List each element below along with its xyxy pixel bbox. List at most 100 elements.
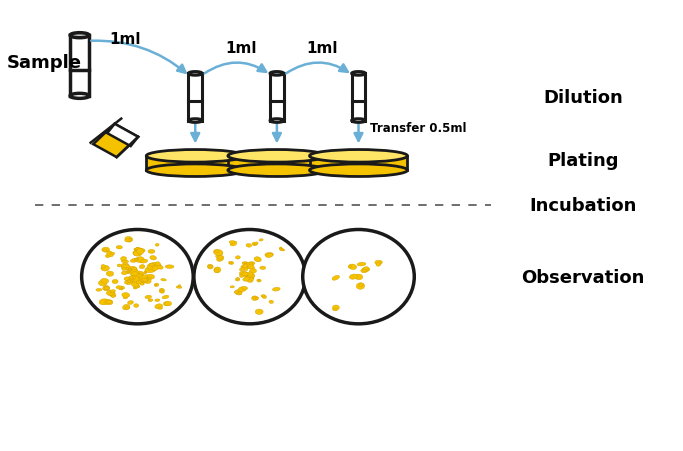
Ellipse shape xyxy=(99,299,109,305)
Ellipse shape xyxy=(136,274,143,278)
Ellipse shape xyxy=(248,274,255,278)
Ellipse shape xyxy=(125,307,130,309)
Ellipse shape xyxy=(137,278,141,283)
Ellipse shape xyxy=(133,269,137,272)
Ellipse shape xyxy=(239,268,245,271)
Ellipse shape xyxy=(137,249,143,255)
Ellipse shape xyxy=(136,248,143,253)
Ellipse shape xyxy=(214,269,219,273)
Ellipse shape xyxy=(214,250,219,253)
Ellipse shape xyxy=(151,264,156,267)
Ellipse shape xyxy=(116,286,122,290)
Text: 1ml: 1ml xyxy=(225,41,257,56)
Ellipse shape xyxy=(124,277,129,281)
Ellipse shape xyxy=(146,150,245,163)
Ellipse shape xyxy=(357,283,365,290)
Bar xyxy=(189,74,202,121)
Ellipse shape xyxy=(155,262,161,266)
Ellipse shape xyxy=(249,276,253,279)
Ellipse shape xyxy=(244,262,247,264)
Ellipse shape xyxy=(136,281,141,284)
Ellipse shape xyxy=(160,290,165,292)
Ellipse shape xyxy=(214,267,221,273)
Ellipse shape xyxy=(352,120,365,123)
Ellipse shape xyxy=(126,271,129,273)
Ellipse shape xyxy=(189,120,202,123)
Ellipse shape xyxy=(269,300,273,304)
Ellipse shape xyxy=(134,272,143,278)
Ellipse shape xyxy=(96,289,102,291)
Ellipse shape xyxy=(230,241,237,246)
Ellipse shape xyxy=(122,268,126,271)
Ellipse shape xyxy=(131,272,139,277)
Ellipse shape xyxy=(350,274,357,280)
Ellipse shape xyxy=(134,285,139,289)
Ellipse shape xyxy=(375,261,382,265)
Ellipse shape xyxy=(128,272,130,274)
Ellipse shape xyxy=(111,295,115,298)
Ellipse shape xyxy=(357,262,366,267)
Ellipse shape xyxy=(359,283,363,287)
Ellipse shape xyxy=(236,278,240,281)
Ellipse shape xyxy=(98,281,107,286)
Ellipse shape xyxy=(260,267,266,270)
Ellipse shape xyxy=(163,302,169,306)
Ellipse shape xyxy=(235,290,242,295)
Ellipse shape xyxy=(103,287,109,290)
Ellipse shape xyxy=(129,276,135,281)
Ellipse shape xyxy=(139,265,145,269)
Ellipse shape xyxy=(253,296,256,299)
Ellipse shape xyxy=(332,276,339,281)
Polygon shape xyxy=(107,124,138,147)
Ellipse shape xyxy=(128,301,133,305)
Ellipse shape xyxy=(242,272,249,276)
Ellipse shape xyxy=(348,264,357,270)
Ellipse shape xyxy=(117,264,121,267)
Ellipse shape xyxy=(146,165,245,177)
Ellipse shape xyxy=(135,248,139,250)
Ellipse shape xyxy=(149,264,154,267)
Ellipse shape xyxy=(242,287,248,290)
Ellipse shape xyxy=(121,263,129,270)
Ellipse shape xyxy=(145,267,155,273)
Ellipse shape xyxy=(112,280,118,284)
Ellipse shape xyxy=(279,248,282,249)
Ellipse shape xyxy=(128,269,131,271)
Ellipse shape xyxy=(270,120,283,123)
Ellipse shape xyxy=(124,281,128,284)
Ellipse shape xyxy=(265,253,273,258)
Ellipse shape xyxy=(106,300,112,304)
Ellipse shape xyxy=(229,263,232,264)
Ellipse shape xyxy=(126,272,130,274)
Ellipse shape xyxy=(120,286,124,290)
Ellipse shape xyxy=(143,272,147,274)
Ellipse shape xyxy=(135,258,138,260)
Ellipse shape xyxy=(122,260,128,263)
Ellipse shape xyxy=(228,165,326,177)
Ellipse shape xyxy=(145,277,152,281)
Ellipse shape xyxy=(333,308,337,311)
Ellipse shape xyxy=(141,260,148,263)
Ellipse shape xyxy=(130,276,139,283)
Ellipse shape xyxy=(208,265,213,269)
Text: Transfer 0.5ml: Transfer 0.5ml xyxy=(370,121,466,134)
Ellipse shape xyxy=(155,244,159,247)
Ellipse shape xyxy=(105,255,109,258)
Ellipse shape xyxy=(143,279,151,284)
Ellipse shape xyxy=(238,292,242,295)
Ellipse shape xyxy=(119,288,122,290)
Ellipse shape xyxy=(135,276,138,278)
Bar xyxy=(270,74,283,121)
Ellipse shape xyxy=(273,288,280,291)
Ellipse shape xyxy=(123,305,130,310)
Text: 1ml: 1ml xyxy=(307,41,338,56)
Ellipse shape xyxy=(142,275,148,279)
Ellipse shape xyxy=(363,267,369,270)
Ellipse shape xyxy=(143,278,148,283)
Ellipse shape xyxy=(126,280,133,285)
Ellipse shape xyxy=(134,304,139,308)
Ellipse shape xyxy=(150,270,153,271)
Ellipse shape xyxy=(151,269,154,272)
Ellipse shape xyxy=(270,73,283,76)
Ellipse shape xyxy=(148,250,155,254)
